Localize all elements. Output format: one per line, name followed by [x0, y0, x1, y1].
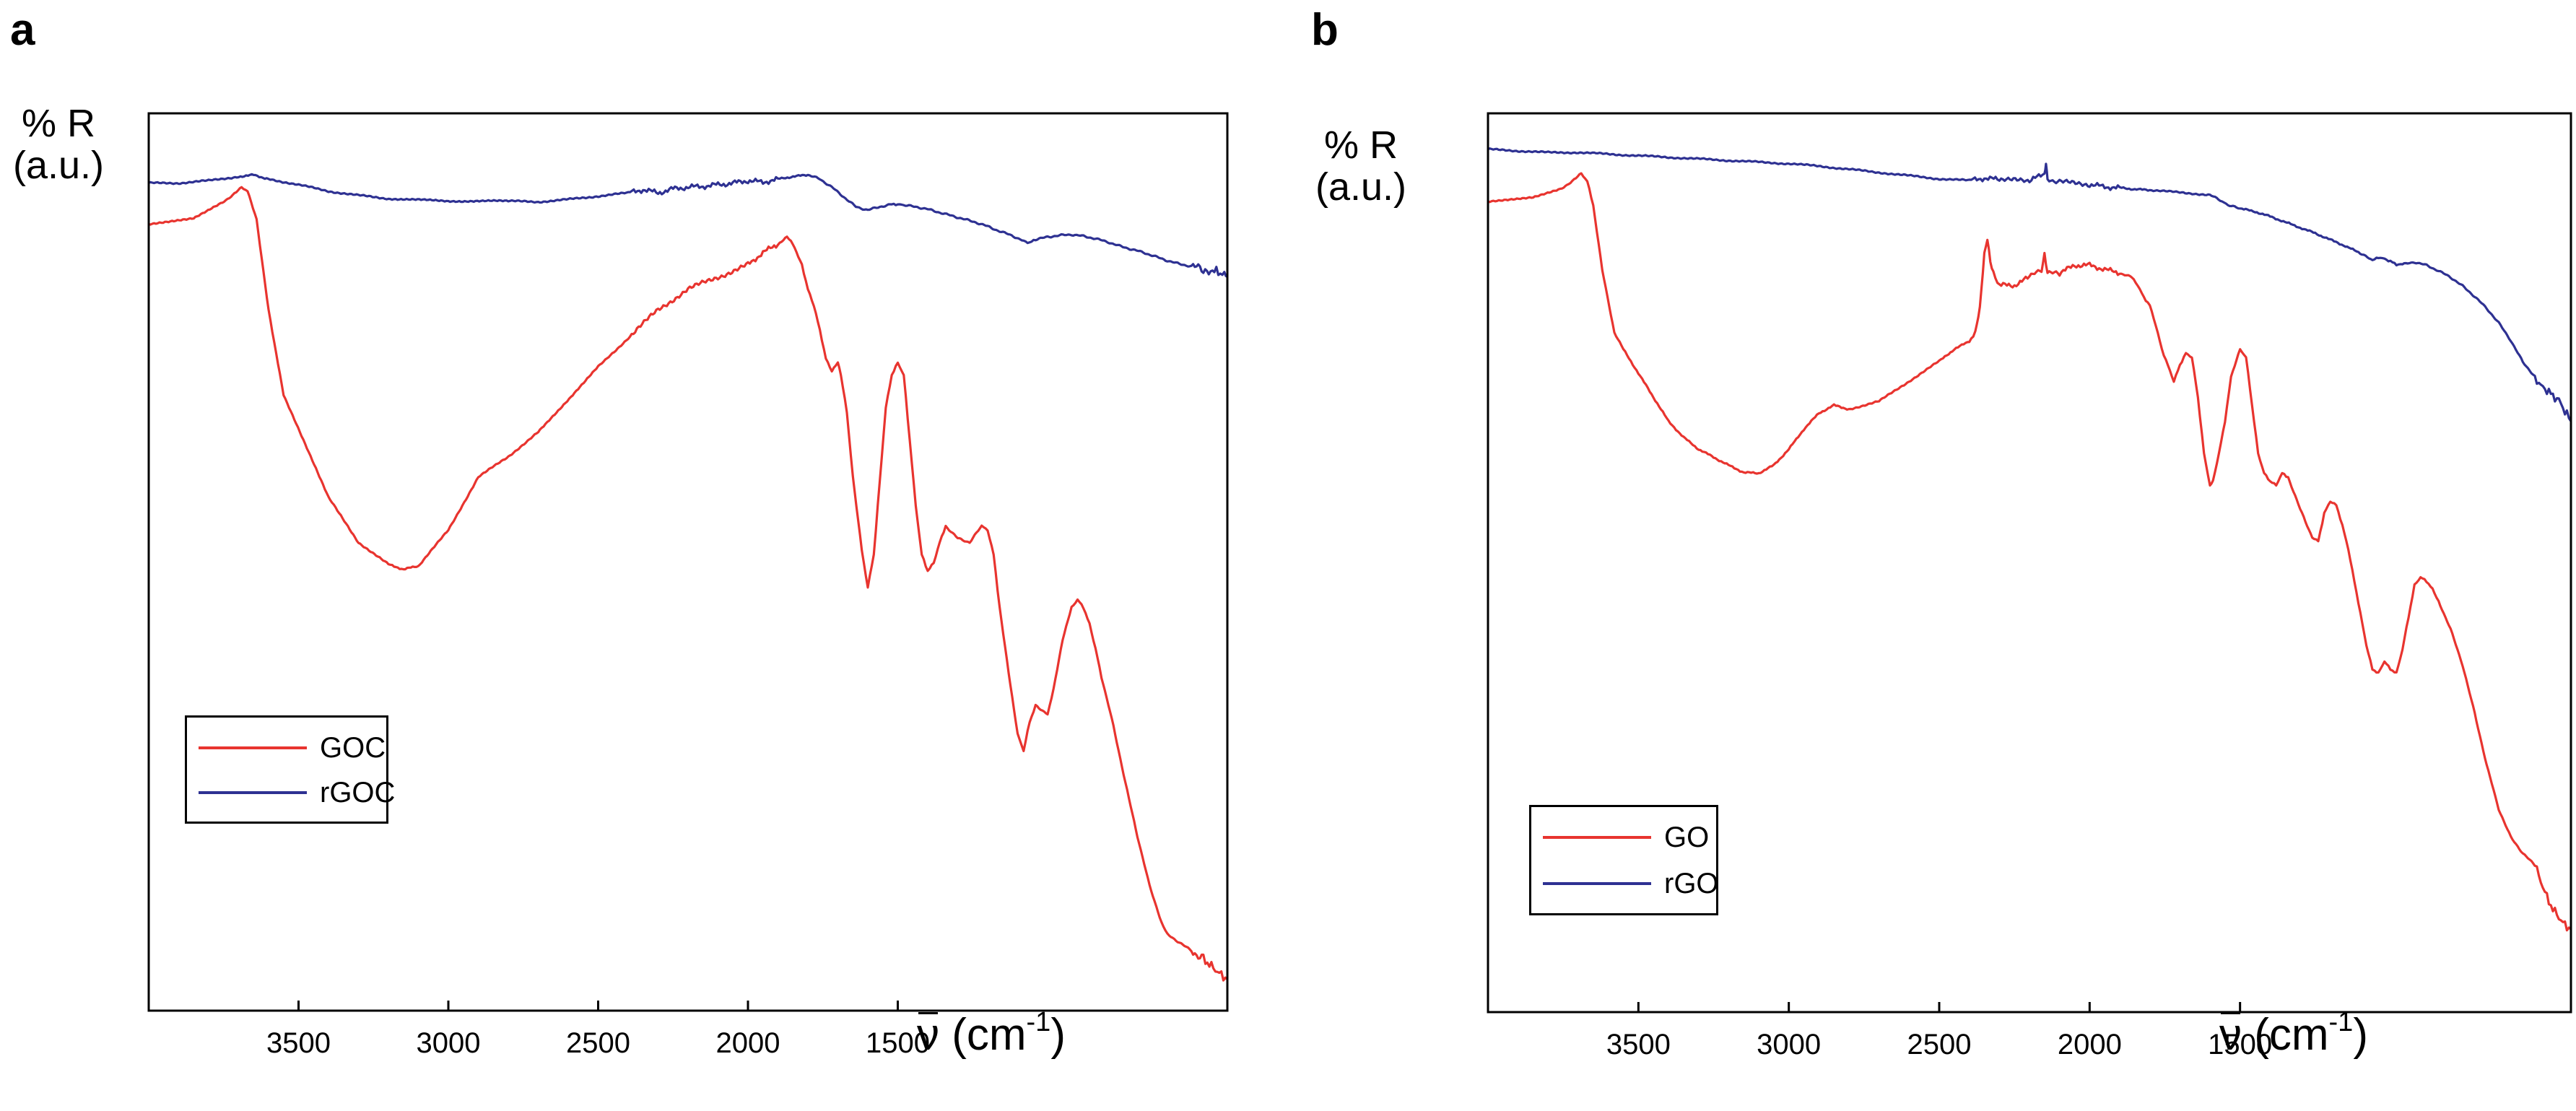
x-tick-label: 1500	[866, 1027, 930, 1059]
nu-symbol: ν	[917, 1010, 939, 1060]
x-axis-unit-exponent: -1	[2328, 1007, 2354, 1037]
x-tick-label: 1500	[2208, 1029, 2272, 1060]
y-axis-label-line1: % R	[21, 102, 95, 145]
series-line-GOC	[148, 186, 1229, 982]
x-tick-label: 2500	[1907, 1029, 1972, 1060]
panel-letter: a	[10, 5, 35, 55]
x-tick-label: 3000	[417, 1027, 481, 1059]
plot-frame	[1487, 112, 2572, 1014]
chart-plot-a: 3500 3000 2500 2000 1500	[147, 112, 1229, 1059]
x-tick-label: 3500	[1606, 1029, 1671, 1060]
x-tick-label: 2000	[716, 1027, 780, 1059]
series-line-GO	[1487, 172, 2572, 932]
legend-label: GO	[1664, 821, 1710, 853]
x-axis-unit-close: )	[1050, 1010, 1066, 1060]
plot-frame	[147, 112, 1229, 1012]
chart-plot-b: 3500 3000 2500 2000 1500	[1487, 112, 2572, 1060]
x-tick-label: 3500	[266, 1027, 331, 1059]
x-axis-unit-close: )	[2353, 1010, 2368, 1060]
x-axis-label: ν (cm-1)	[917, 1007, 1066, 1060]
x-axis-unit-exponent: -1	[1026, 1007, 1051, 1037]
panel-b: b % R (a.u.) 3500 3000 2500 2000 1500 ν (cm-…	[1288, 0, 2576, 1111]
legend-entry: rGOC	[187, 772, 395, 813]
legend-label: GOC	[320, 731, 386, 764]
y-axis-label-line1: % R	[1323, 123, 1398, 167]
panel-a: a % R (a.u.) 3500 3000 2500 2000 1500 ν (cm-…	[4, 5, 1229, 1060]
x-axis-unit: (cm	[939, 1010, 1027, 1060]
series-line-rGOC	[148, 173, 1228, 279]
legend-label: rGO	[1664, 867, 1719, 899]
series-line-rGO	[1487, 147, 2572, 422]
x-tick-label: 2000	[2058, 1029, 2122, 1060]
x-tick-label: 2500	[566, 1027, 630, 1059]
legend: GOC rGOC	[185, 715, 395, 824]
nu-symbol: ν	[2219, 1010, 2242, 1060]
y-axis-label-line2: (a.u.)	[12, 144, 105, 187]
legend-line-swatch	[1543, 882, 1651, 885]
x-tick-label: 3000	[1757, 1029, 1821, 1060]
legend: GO rGO	[1529, 805, 1719, 915]
y-axis-label: % R (a.u.)	[1307, 124, 1415, 208]
y-axis-label-line2: (a.u.)	[1315, 165, 1407, 209]
x-axis-unit: (cm	[2242, 1010, 2329, 1060]
legend-entry: GOC	[187, 728, 386, 768]
legend-label: rGOC	[320, 776, 396, 809]
legend-line-swatch	[199, 746, 307, 749]
x-axis-label: ν (cm-1)	[2219, 1007, 2368, 1060]
legend-entry: GO	[1531, 817, 1709, 858]
legend-line-swatch	[199, 791, 307, 794]
y-axis-label: % R (a.u.)	[4, 103, 113, 186]
legend-entry: rGO	[1531, 863, 1719, 904]
panel-letter: b	[1311, 5, 1339, 55]
legend-line-swatch	[1543, 836, 1651, 839]
